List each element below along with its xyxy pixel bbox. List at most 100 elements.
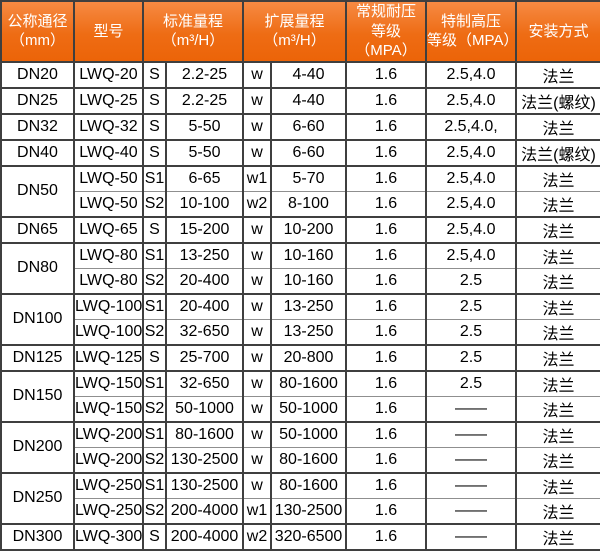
cell-special-pressure: 2.5,4.0 (425, 61, 517, 89)
cell-extended-code: w2 (242, 191, 272, 218)
table-row: LWQ-80 S2 20-400 w 10-160 1.6 2.5 法兰 (1, 268, 600, 295)
cell-extended-code: w (242, 447, 272, 474)
cell-extended-range: 50-1000 (270, 396, 347, 423)
table-row: DN65 LWQ-65 S 15-200 w 10-200 1.6 2.5,4.0 法兰 (0, 216, 600, 244)
cell-normal-pressure: 1.6 (345, 498, 427, 525)
cell-model: LWQ-100 (73, 293, 144, 320)
cell-install-method: 法兰 (515, 447, 600, 474)
cell-model: LWQ-80 (73, 242, 144, 269)
cell-normal-pressure: 1.6 (345, 319, 427, 346)
table-row: DN150 LWQ-150 S1 32-650 w 80-1600 1.6 2.5 法兰 (0, 370, 600, 423)
cell-diameter: DN300 (0, 523, 75, 551)
cell-standard-code: S2 (142, 268, 167, 295)
cell-special-pressure: 2.5,4.0 (425, 242, 517, 269)
cell-install-method: 法兰 (515, 113, 600, 141)
cell-extended-code: w (242, 87, 272, 115)
table-row: DN25 LWQ-25 S 2.2-25 w 4-40 1.6 2.5,4.0 法兰(螺纹) (0, 87, 600, 115)
cell-standard-range: 6-65 (165, 165, 244, 192)
cell-diameter: DN125 (0, 344, 75, 372)
cell-normal-pressure: 1.6 (345, 113, 427, 141)
cell-extended-code: w (242, 139, 272, 167)
cell-model: LWQ-80 (73, 268, 144, 295)
cell-extended-code: w (242, 61, 272, 89)
cell-install-method: 法兰 (515, 421, 600, 448)
table-body: DN20 LWQ-20 S 2.2-25 w 4-40 1.6 2.5,4.0 法兰 DN25 LW… (0, 61, 600, 551)
table-row: DN20 LWQ-20 S 2.2-25 w 4-40 1.6 2.5,4.0 法兰 (0, 61, 600, 89)
cell-standard-code: S (142, 87, 167, 115)
cell-extended-range: 80-1600 (270, 472, 347, 499)
cell-extended-code: w (242, 421, 272, 448)
cell-extended-code: w1 (242, 165, 272, 192)
cell-standard-code: S (142, 344, 167, 372)
cell-model: LWQ-150 (73, 370, 144, 397)
cell-standard-code: S2 (142, 319, 167, 346)
cell-extended-range: 320-6500 (270, 523, 347, 551)
cell-standard-range: 5-50 (165, 139, 244, 167)
cell-special-pressure: 2.5,4.0 (425, 165, 517, 192)
cell-standard-code: S (142, 113, 167, 141)
cell-special-pressure: —— (425, 421, 517, 448)
cell-extended-range: 8-100 (270, 191, 347, 218)
table-header: 公称通径 （mm） 型号 标准量程 （m³/H） 扩展量程 （m³/H） 常规耐压 等级… (0, 0, 600, 63)
table-row: LWQ-250 S2 200-4000 w1 130-2500 1.6 —— 法兰 (1, 498, 600, 525)
cell-standard-range: 200-4000 (165, 523, 244, 551)
cell-standard-code: S2 (142, 447, 167, 474)
cell-install-method: 法兰 (515, 370, 600, 397)
cell-special-pressure: —— (425, 472, 517, 499)
cell-standard-range: 25-700 (165, 344, 244, 372)
cell-standard-range: 2.2-25 (165, 61, 244, 89)
cell-install-method: 法兰(螺纹) (515, 87, 600, 115)
cell-special-pressure: 2.5 (425, 319, 517, 346)
cell-special-pressure: 2.5,4.0 (425, 216, 517, 244)
cell-normal-pressure: 1.6 (345, 87, 427, 115)
header-install: 安装方式 (515, 0, 600, 63)
cell-model: LWQ-300 (73, 523, 144, 551)
cell-extended-range: 13-250 (270, 319, 347, 346)
cell-standard-code: S1 (142, 165, 167, 192)
cell-install-method: 法兰 (515, 216, 600, 244)
cell-standard-range: 130-2500 (165, 472, 244, 499)
cell-extended-range: 4-40 (270, 61, 347, 89)
header-diameter: 公称通径 （mm） (0, 0, 75, 63)
cell-special-pressure: 2.5 (425, 344, 517, 372)
cell-model: LWQ-250 (73, 498, 144, 525)
cell-install-method: 法兰 (515, 344, 600, 372)
cell-normal-pressure: 1.6 (345, 370, 427, 397)
cell-standard-code: S1 (142, 293, 167, 320)
table-row: DN125 LWQ-125 S 25-700 w 20-800 1.6 2.5 法兰 (0, 344, 600, 372)
cell-extended-code: w (242, 216, 272, 244)
cell-special-pressure: 2.5,4.0 (425, 139, 517, 167)
table-row: DN80 LWQ-80 S1 13-250 w 10-160 1.6 2.5,4.0 法兰 (0, 242, 600, 295)
header-model: 型号 (73, 0, 144, 63)
cell-normal-pressure: 1.6 (345, 242, 427, 269)
header-normal-pressure: 常规耐压 等级（MPA） (345, 0, 427, 63)
cell-diameter: DN200 (0, 421, 75, 474)
cell-standard-range: 10-100 (165, 191, 244, 218)
cell-model: LWQ-200 (73, 421, 144, 448)
cell-install-method: 法兰 (515, 396, 600, 423)
cell-model: LWQ-50 (73, 165, 144, 192)
cell-extended-range: 13-250 (270, 293, 347, 320)
cell-normal-pressure: 1.6 (345, 344, 427, 372)
cell-extended-code: w (242, 319, 272, 346)
header-special-pressure: 特制高压 等级（MPA） (425, 0, 518, 63)
cell-diameter: DN65 (0, 216, 75, 244)
cell-model: LWQ-65 (73, 216, 144, 244)
table-row: DN200 LWQ-200 S1 80-1600 w 50-1000 1.6 —— 法兰 (0, 421, 600, 474)
cell-model: LWQ-40 (73, 139, 144, 167)
cell-standard-range: 32-650 (165, 370, 244, 397)
cell-standard-code: S1 (142, 242, 167, 269)
cell-extended-code: w (242, 344, 272, 372)
cell-model: LWQ-250 (73, 472, 144, 499)
cell-extended-code: w (242, 293, 272, 320)
cell-diameter: DN20 (0, 61, 75, 89)
cell-diameter: DN25 (0, 87, 75, 115)
cell-extended-code: w (242, 396, 272, 423)
cell-normal-pressure: 1.6 (345, 472, 427, 499)
cell-special-pressure: 2.5,4.0 (425, 191, 517, 218)
cell-model: LWQ-20 (73, 61, 144, 89)
cell-diameter: DN32 (0, 113, 75, 141)
cell-special-pressure: —— (425, 447, 517, 474)
cell-extended-range: 5-70 (270, 165, 347, 192)
cell-extended-range: 80-1600 (270, 447, 347, 474)
